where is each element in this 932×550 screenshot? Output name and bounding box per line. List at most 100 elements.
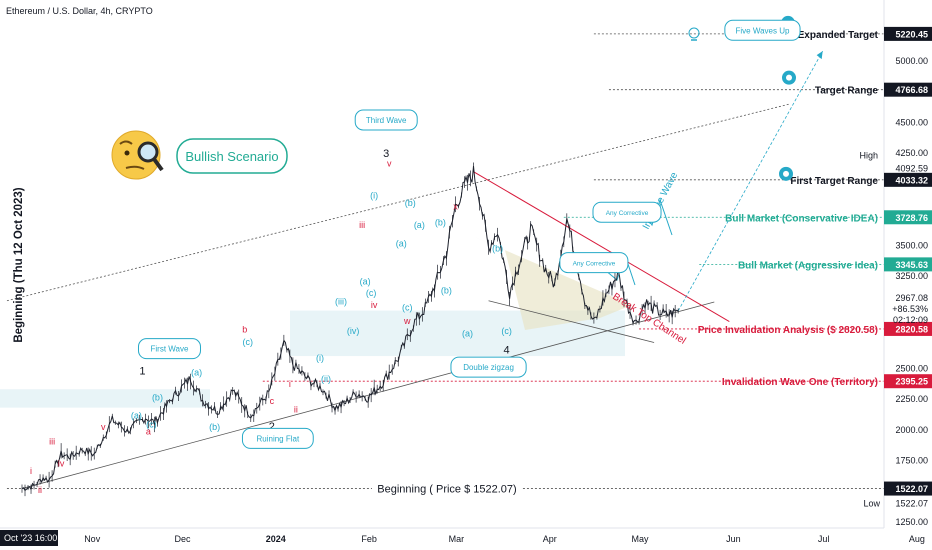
wave-label: v (101, 422, 106, 432)
y-axis-title: Beginning (Thu 12 Oct 2023) (13, 187, 25, 342)
wave-label: ii (294, 405, 298, 415)
wave-label: (b) (209, 422, 220, 432)
wave-label: (c) (366, 288, 377, 298)
x-tick-label: Mar (449, 534, 465, 544)
x-tick-label: May (632, 534, 650, 544)
x-tick-label: Dec (174, 534, 191, 544)
wave-label: (c) (501, 326, 512, 336)
time-axis[interactable]: Nov Dec 2024 Feb Mar Apr May Jun Jul Aug Oct '23 1… (0, 527, 932, 550)
level-label: Target Range (815, 86, 879, 97)
price-axis[interactable]: 5000.004500.004250.003750.003500.003250.… (859, 0, 932, 550)
wave-label: (a) (131, 411, 142, 421)
wave-label: 3 (383, 148, 389, 160)
y-tick-label: 2250.00 (895, 394, 928, 404)
eye-icon (782, 70, 796, 85)
y-tick-label: 2000.00 (895, 425, 928, 435)
level-label: Beginning ( Price $ 1522.07) (377, 484, 516, 496)
wave-label: b (242, 325, 247, 335)
wave-label: v (387, 159, 392, 169)
bullish-scenario-label: Bullish Scenario (185, 149, 278, 164)
callout: Any Corrective (559, 252, 629, 274)
callout: Double zigzag (450, 356, 527, 378)
price-tag-bg (884, 26, 932, 41)
channel-upper-line (6, 103, 790, 302)
x-tick-label: Jun (726, 534, 741, 544)
callout: Third Wave (354, 109, 418, 131)
wave-label: (c) (243, 337, 254, 347)
level-label: Expanded Target (798, 30, 879, 41)
callout-label: First Wave (151, 345, 189, 354)
x-tick-label: Feb (361, 534, 377, 544)
callout-label: Ruining Flat (257, 434, 300, 443)
y-tick-label: 1250.00 (895, 517, 928, 527)
x-tick-label: Aug (909, 534, 925, 544)
x-tick-label: Apr (543, 534, 557, 544)
callout-label: Double zigzag (463, 363, 514, 372)
price-layer (21, 162, 679, 497)
wave-label: c (270, 396, 275, 406)
current-price-info: 2967.08 (895, 293, 928, 303)
price-tag: 4033.32 (895, 175, 928, 185)
high-value: 4092.59 (895, 164, 928, 174)
callout-box (137, 338, 201, 360)
callout-box (241, 427, 314, 449)
bullish-scenario-callout: Bullish Scenario (176, 138, 288, 174)
wave-label: 2 (269, 421, 275, 433)
callout-box (450, 356, 527, 378)
x-tick-label: Nov (84, 534, 101, 544)
y-tick-label: 1750.00 (895, 456, 928, 466)
x-tick-label: 2024 (266, 534, 286, 544)
projection-arrowhead (816, 51, 823, 60)
wedge-upper-line (473, 171, 730, 323)
wave-label: w (403, 316, 411, 326)
wave-label: i (30, 466, 32, 476)
price-tag: 4766.68 (895, 85, 928, 95)
y-tick-label: 3250.00 (895, 271, 928, 281)
wave-label: iv (58, 459, 65, 469)
lightbulb-icon (688, 27, 700, 41)
wave-label: a (146, 427, 151, 437)
price-tag: 3345.63 (895, 260, 928, 270)
x-tick-label: Jul (818, 534, 830, 544)
wave-label: (ii) (321, 374, 331, 384)
callout: Any Corrective (592, 201, 662, 223)
wave-label: 1 (139, 365, 145, 377)
y-tick-label: 5000.00 (895, 56, 928, 66)
y-tick-label: 3500.00 (895, 240, 928, 250)
callout-label: Any Corrective (606, 210, 649, 217)
callout-box (559, 252, 629, 274)
eye-icon-pupil (786, 74, 792, 81)
wave-label: i (289, 379, 291, 389)
wave-one-zone (0, 389, 210, 408)
wave-label: 4 (504, 345, 510, 357)
price-tag: 2820.58 (895, 324, 928, 334)
chart-title: Ethereum / U.S. Dollar, 4h, CRYPTO (6, 6, 153, 16)
level-label-bg (372, 479, 522, 496)
y-tick-label: 2500.00 (895, 363, 928, 373)
wave-label: (b) (152, 392, 163, 402)
wave-label: (b) (435, 218, 446, 228)
wedge-lower-line (488, 300, 655, 343)
time-cursor-bg (0, 530, 58, 546)
y-tick-label: 4500.00 (895, 117, 928, 127)
level-label: Bull Market (Aggressive Idea) (738, 260, 878, 271)
wave-label: iv (371, 300, 378, 310)
level-label: Bull Market (Conservative IDEA) (725, 213, 878, 224)
lightbulb-bulb (688, 27, 700, 39)
price-tag-bg (884, 481, 932, 496)
wave-label: ii (38, 485, 42, 495)
price-tag-bg (884, 210, 932, 225)
level-label: Invalidation Wave One (Territory) (722, 377, 878, 388)
wave-label: (a) (462, 328, 473, 338)
price-tag: 2395.25 (895, 377, 928, 387)
callout-label: Any Corrective (573, 261, 616, 268)
wave-label: (i) (316, 353, 324, 363)
wave-label: (b) (441, 285, 452, 295)
wave-label: (c) (146, 419, 157, 429)
wave-label: (iv) (347, 326, 360, 336)
callout-box (354, 109, 418, 131)
wedge-area (470, 235, 632, 330)
price-tag: 3728.76 (895, 213, 928, 223)
